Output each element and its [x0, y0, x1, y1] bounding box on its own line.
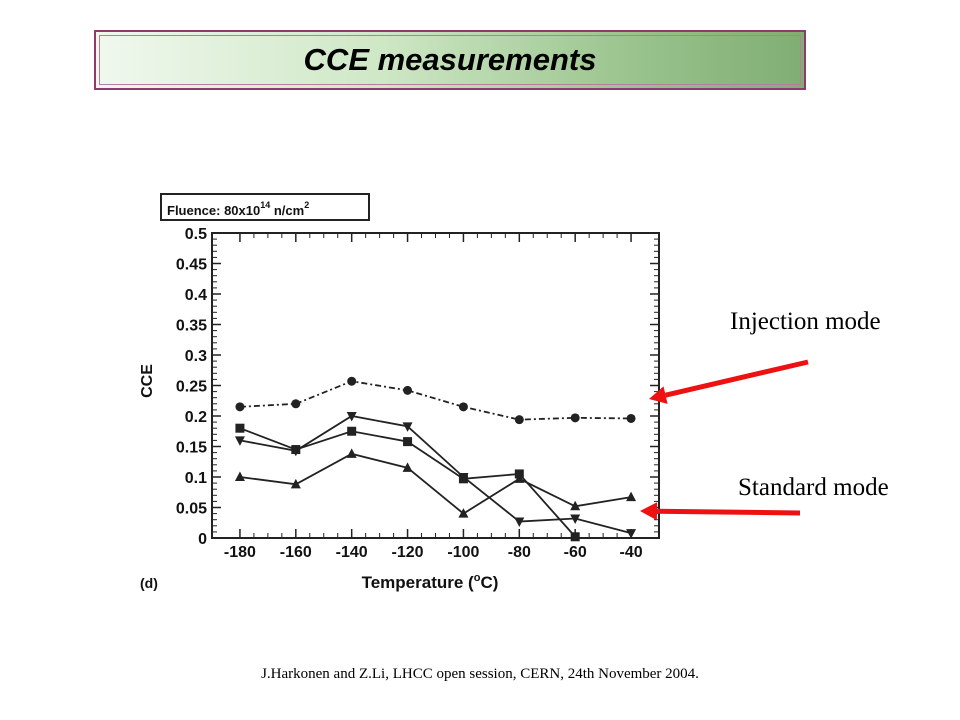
data-point-triangle-down	[570, 514, 581, 524]
y-tick-label: 0.15	[176, 440, 207, 457]
x-tick-label: -60	[564, 544, 587, 561]
data-point-square	[235, 423, 245, 433]
x-tick-label: -160	[280, 544, 312, 561]
y-tick-label: 0.4	[185, 287, 207, 304]
y-tick-label: 0.1	[185, 470, 207, 487]
data-point-square	[347, 426, 357, 436]
injection-arrow-shaft	[664, 359, 809, 398]
x-axis-ticks: -180 -160 -140 -120 -100 -80 -60 -40	[224, 233, 643, 561]
y-axis-ticks: 0 0.05 0.1 0.15 0.2 0.25 0.3 0.35 0.4 0.45 0.5	[176, 226, 659, 548]
y-tick-label: 0.3	[185, 348, 207, 365]
data-point-triangle-up	[458, 508, 469, 518]
data-point-triangle-up	[570, 500, 581, 511]
data-point-circle	[291, 399, 301, 409]
title-bar: CCE measurements	[94, 30, 806, 90]
footer-citation: J.Harkonen and Z.Li, LHCC open session, …	[261, 666, 699, 682]
data-point-circle	[514, 415, 524, 425]
standard-arrow-shaft	[656, 508, 801, 516]
x-axis-label: Temperature (oC)	[362, 572, 499, 592]
data-point-triangle-down	[402, 422, 413, 432]
data-point-circle	[626, 413, 636, 423]
y-tick-label: 0.05	[176, 501, 207, 518]
data-point-circle	[403, 385, 413, 395]
slide-title: CCE measurements	[303, 42, 597, 77]
y-axis-label: CCE	[139, 364, 156, 398]
data-point-square	[291, 445, 301, 455]
data-point-triangle-up	[514, 473, 525, 483]
injection-mode-label: Injection mode	[730, 308, 881, 335]
data-point-square	[570, 532, 580, 542]
x-tick-label: -40	[620, 544, 643, 561]
data-point-triangle-down	[626, 529, 637, 539]
y-tick-label: 0.25	[176, 379, 207, 396]
series-line-circle	[239, 380, 632, 421]
x-tick-label: -100	[447, 544, 479, 561]
cce-chart: Fluence: 80x1014 n/cm2 0 0.05 0.1 0.15 0.2 0.…	[139, 193, 660, 592]
data-point-triangle-up	[290, 478, 301, 489]
series-line-triangle-up	[239, 452, 632, 515]
data-point-triangle-up	[346, 448, 357, 458]
x-tick-label: -140	[336, 544, 368, 561]
y-tick-label: 0	[198, 531, 207, 548]
x-tick-label: -120	[392, 544, 424, 561]
data-point-circle	[458, 402, 468, 412]
y-tick-label: 0.5	[185, 226, 207, 243]
data-point-triangle-up	[234, 471, 245, 481]
data-point-circle	[570, 413, 580, 423]
series-line-triangle-down	[239, 415, 632, 534]
data-point-square	[403, 437, 413, 447]
plot-frame	[211, 232, 660, 539]
x-tick-label: -180	[224, 544, 256, 561]
y-tick-label: 0.45	[176, 257, 207, 274]
data-point-triangle-down	[514, 517, 525, 528]
data-point-square	[458, 474, 468, 484]
data-point-triangle-down	[234, 436, 245, 446]
data-point-triangle-up	[626, 491, 637, 502]
fluence-label: Fluence: 80x1014 n/cm2	[167, 200, 309, 218]
y-tick-label: 0.35	[176, 318, 207, 335]
fluence-box	[160, 193, 370, 221]
data-point-triangle-down	[346, 412, 357, 422]
standard-mode-label: Standard mode	[738, 474, 889, 501]
panel-label: (d)	[140, 575, 158, 591]
y-tick-label: 0.2	[185, 409, 207, 426]
data-point-circle	[347, 376, 357, 386]
series-group	[234, 376, 637, 542]
data-point-triangle-up	[402, 462, 413, 472]
data-point-circle	[235, 402, 245, 412]
x-tick-label: -80	[508, 544, 531, 561]
